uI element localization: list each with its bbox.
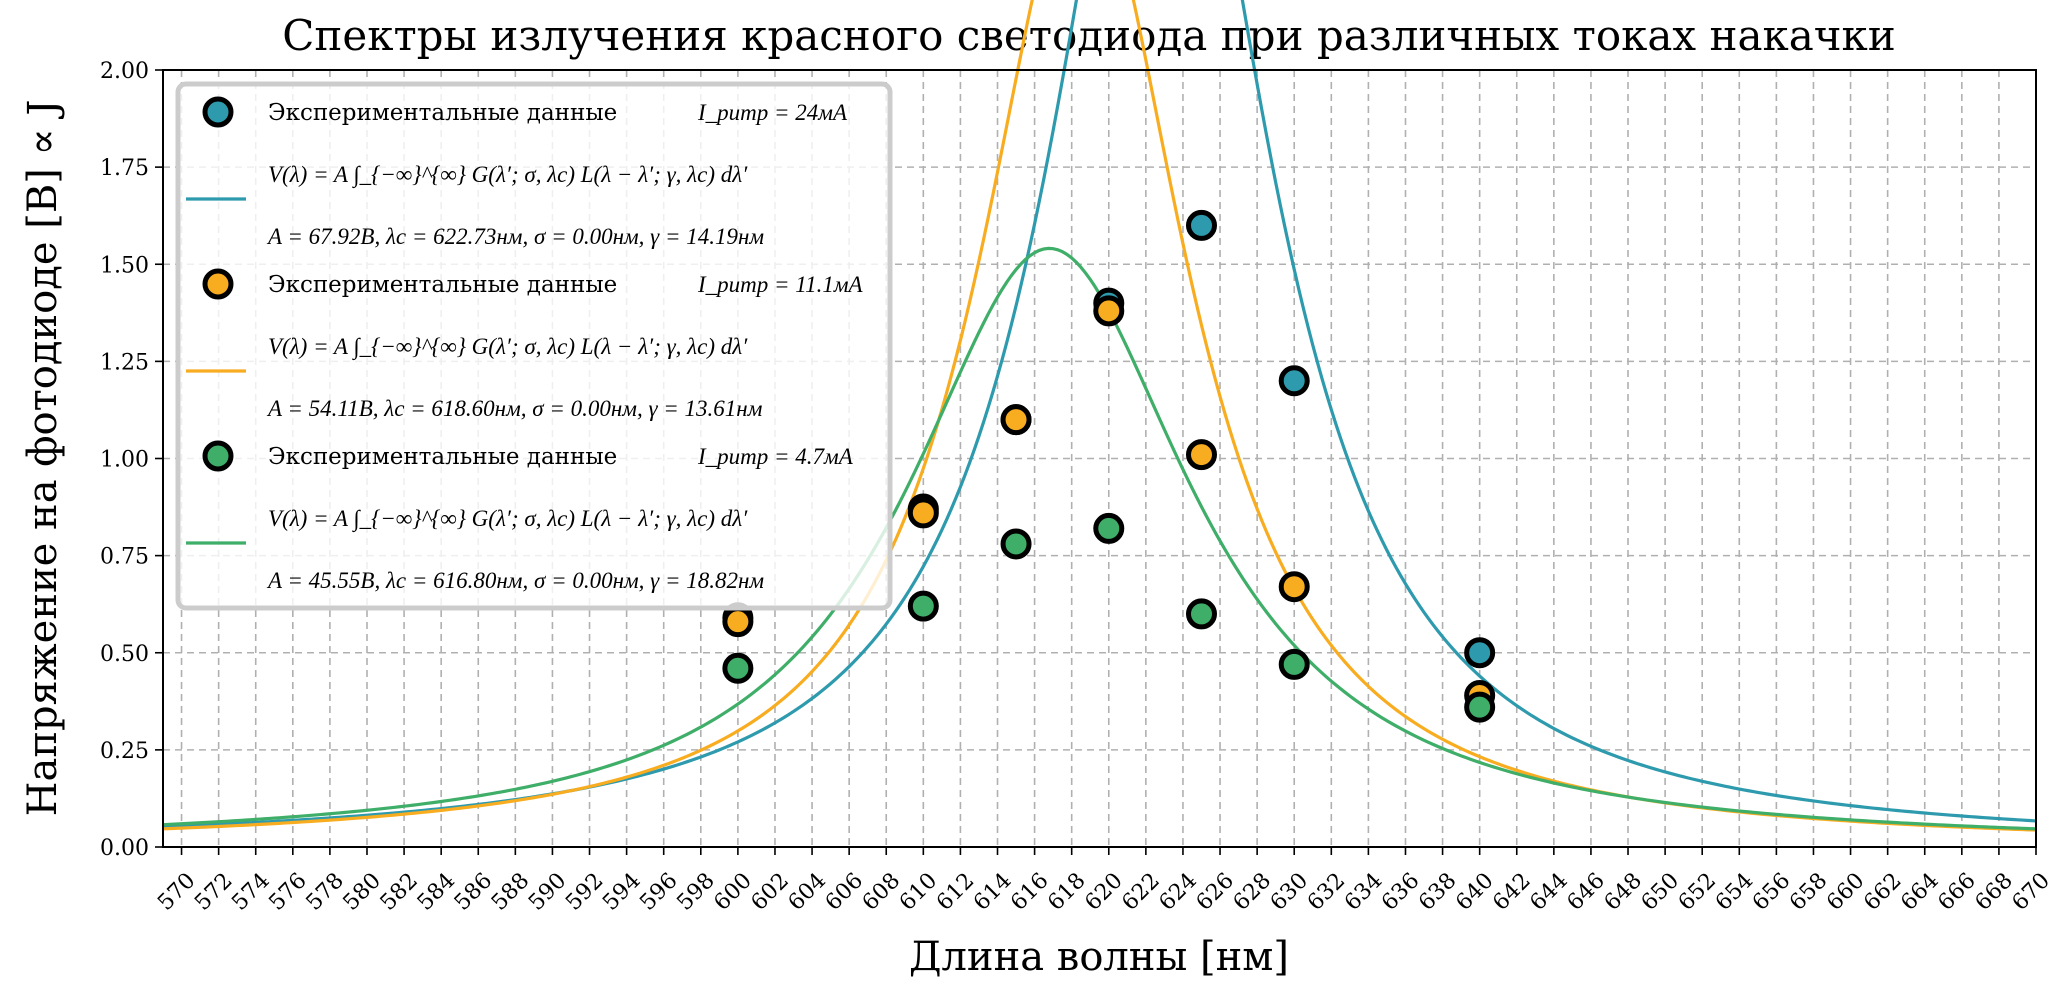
data-points [722, 209, 1496, 723]
data-point-1-5 [1278, 571, 1310, 603]
legend-box [175, 81, 893, 611]
x-tick-label: 662 [1859, 868, 1906, 915]
x-tick-label: 612 [932, 868, 979, 915]
data-point-2-4 [1185, 598, 1217, 630]
data-point-0-4 [1185, 209, 1217, 241]
data-point-2-6 [1464, 691, 1496, 723]
data-point-1-0 [722, 606, 754, 638]
x-tick-label: 580 [339, 868, 386, 915]
legend-marker-1 [202, 268, 234, 300]
legend-scatter-label-2: Экспериментальные данные [268, 444, 617, 470]
y-tick-label: 1.75 [100, 156, 149, 181]
x-tick-label: 650 [1637, 868, 1684, 915]
legend-scatter-math-0: I_pump = 24мА [697, 100, 848, 125]
x-tick-label: 610 [895, 868, 942, 915]
x-tick-label: 656 [1748, 868, 1795, 915]
x-tick-label: 634 [1340, 868, 1387, 915]
x-tick-label: 604 [784, 868, 831, 915]
x-tick-label: 620 [1080, 868, 1127, 915]
x-tick-label: 570 [153, 868, 200, 915]
x-tick-label: 586 [450, 868, 497, 915]
legend-fit-formula-1: V(λ) = A ∫_{−∞}^{∞} G(λ′; σ, λc) L(λ − λ… [268, 334, 748, 361]
data-point-2-0 [722, 652, 754, 684]
x-tick-label: 592 [561, 868, 608, 915]
y-axis-label: Напряжение на фотодиоде [B] ∝ J [20, 100, 66, 817]
x-tick-label: 642 [1488, 868, 1535, 915]
legend-marker-2 [202, 440, 234, 472]
x-tick-label: 588 [487, 868, 534, 915]
x-tick-label: 596 [635, 868, 682, 915]
x-tick-label: 616 [1006, 868, 1053, 915]
x-tick-label: 644 [1525, 868, 1572, 915]
y-tick-label: 0.75 [100, 545, 149, 570]
data-point-1-2 [1000, 404, 1032, 436]
data-point-1-3 [1093, 295, 1125, 327]
legend: Экспериментальные данные I_pump = 24мА V(λ… [175, 81, 893, 611]
y-tick-label: 1.00 [100, 448, 149, 473]
x-tick-label: 590 [524, 868, 571, 915]
x-tick-label: 628 [1229, 868, 1276, 915]
x-tick-label: 602 [747, 868, 794, 915]
x-tick-label: 624 [1155, 868, 1202, 915]
x-tick-label: 578 [302, 868, 349, 915]
legend-fit-formula-0: V(λ) = A ∫_{−∞}^{∞} G(λ′; σ, λc) L(λ − λ… [268, 162, 748, 189]
x-tick-label: 630 [1266, 868, 1313, 915]
x-tick-label: 646 [1563, 868, 1610, 915]
x-tick-label: 576 [264, 868, 311, 915]
legend-scatter-math-2: I_pump = 4.7мА [697, 444, 854, 469]
y-tick-label: 0.00 [100, 836, 149, 861]
x-tick-label: 572 [190, 868, 237, 915]
x-tick-label: 648 [1600, 868, 1647, 915]
legend-fit-formula-2: V(λ) = A ∫_{−∞}^{∞} G(λ′; σ, λc) L(λ − λ… [268, 506, 748, 533]
x-tick-label: 636 [1377, 868, 1424, 915]
data-point-2-5 [1278, 648, 1310, 680]
y-tick-label: 2.00 [100, 59, 149, 84]
legend-fit-params-0: A = 67.92В, λc = 622.73нм, σ = 0.00нм, γ… [266, 224, 764, 249]
data-point-2-1 [907, 590, 939, 622]
x-tick-label: 608 [858, 868, 905, 915]
legend-fit-params-2: A = 45.55В, λc = 616.80нм, σ = 0.00нм, γ… [266, 568, 764, 593]
x-axis-label: Длина волны [нм] [909, 934, 1289, 980]
legend-marker-0 [202, 96, 234, 128]
x-tick-label: 664 [1896, 868, 1943, 915]
legend-scatter-label-0: Экспериментальные данные [268, 100, 617, 126]
x-tick-label: 668 [1971, 868, 2018, 915]
legend-fit-params-1: A = 54.11В, λc = 618.60нм, σ = 0.00нм, γ… [266, 396, 763, 421]
x-tick-label: 632 [1303, 868, 1350, 915]
legend-scatter-label-1: Экспериментальные данные [268, 272, 617, 298]
x-tick-label: 594 [598, 868, 645, 915]
data-point-0-5 [1278, 365, 1310, 397]
chart-title: Спектры излучения красного светодиода пр… [282, 11, 1896, 60]
x-tick-label: 670 [2008, 868, 2055, 915]
y-tick-label: 1.50 [100, 253, 149, 278]
x-tick-label: 640 [1451, 868, 1498, 915]
data-point-2-3 [1093, 512, 1125, 544]
x-tick-label: 666 [1933, 868, 1980, 915]
x-tick-label: 638 [1414, 868, 1461, 915]
x-tick-label: 606 [821, 868, 868, 915]
x-tick-label: 622 [1117, 868, 1164, 915]
x-tick-label: 618 [1043, 868, 1090, 915]
x-tick-label: 600 [709, 868, 756, 915]
x-tick-label: 574 [227, 868, 274, 915]
y-tick-label: 1.25 [100, 350, 149, 375]
data-point-1-1 [907, 497, 939, 529]
data-point-0-6 [1464, 637, 1496, 669]
legend-scatter-math-1: I_pump = 11.1мА [697, 272, 864, 297]
data-point-1-4 [1185, 439, 1217, 471]
x-tick-label: 660 [1822, 868, 1869, 915]
x-tick-label: 584 [413, 868, 460, 915]
x-tick-label: 658 [1785, 868, 1832, 915]
x-tick-label: 598 [672, 868, 719, 915]
x-tick-label: 626 [1192, 868, 1239, 915]
x-tick-label: 582 [376, 868, 423, 915]
y-tick-label: 0.50 [100, 642, 149, 667]
x-tick-label: 652 [1674, 868, 1721, 915]
x-tick-label: 614 [969, 868, 1016, 915]
y-tick-label: 0.25 [100, 739, 149, 764]
x-tick-label: 654 [1711, 868, 1758, 915]
data-point-2-2 [1000, 528, 1032, 560]
